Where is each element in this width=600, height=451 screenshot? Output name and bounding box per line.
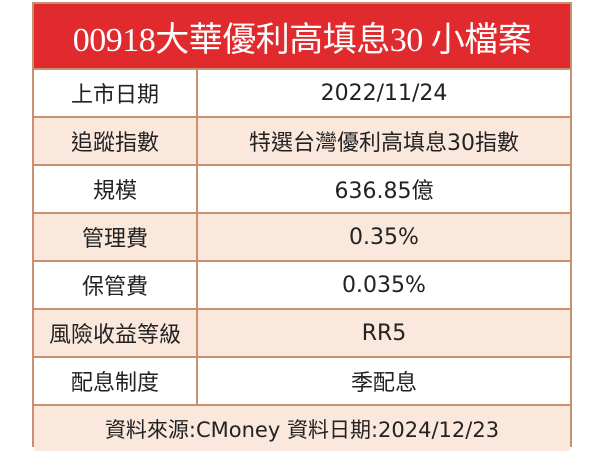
table-row: 追蹤指數 特選台灣優利高填息30指數 — [34, 116, 570, 165]
source-note: 資料來源:CMoney 資料日期:2024/12/23 — [34, 404, 570, 451]
field-value: 0.35% — [197, 212, 570, 261]
field-value: 636.85億 — [197, 164, 570, 213]
field-value: 2022/11/24 — [197, 68, 570, 117]
table-row: 配息制度 季配息 — [34, 356, 570, 404]
field-value: 特選台灣優利高填息30指數 — [197, 116, 570, 165]
table-body: 上市日期 2022/11/24 追蹤指數 特選台灣優利高填息30指數 規模 636.85億… — [34, 68, 570, 404]
table-row: 保管費 0.035% — [34, 260, 570, 309]
profile-table: 上市日期 2022/11/24 追蹤指數 特選台灣優利高填息30指數 規模 636.85億… — [34, 68, 570, 404]
field-label: 管理費 — [34, 212, 198, 261]
field-label: 保管費 — [34, 260, 198, 309]
profile-card: 00918大華優利高填息30 小檔案 上市日期 2022/11/24 追蹤指數 特選台… — [32, 2, 572, 451]
field-label: 配息制度 — [34, 356, 198, 404]
field-label: 風險收益等級 — [34, 308, 198, 357]
field-label: 規模 — [34, 164, 198, 213]
table-row: 管理費 0.35% — [34, 212, 570, 261]
field-value: RR5 — [197, 308, 570, 357]
table-row: 風險收益等級 RR5 — [34, 308, 570, 357]
field-label: 上市日期 — [34, 68, 198, 117]
title: 00918大華優利高填息30 小檔案 — [34, 4, 570, 68]
field-value: 季配息 — [197, 356, 570, 404]
table-row: 上市日期 2022/11/24 — [34, 68, 570, 117]
table-row: 規模 636.85億 — [34, 164, 570, 213]
field-value: 0.035% — [197, 260, 570, 309]
field-label: 追蹤指數 — [34, 116, 198, 165]
